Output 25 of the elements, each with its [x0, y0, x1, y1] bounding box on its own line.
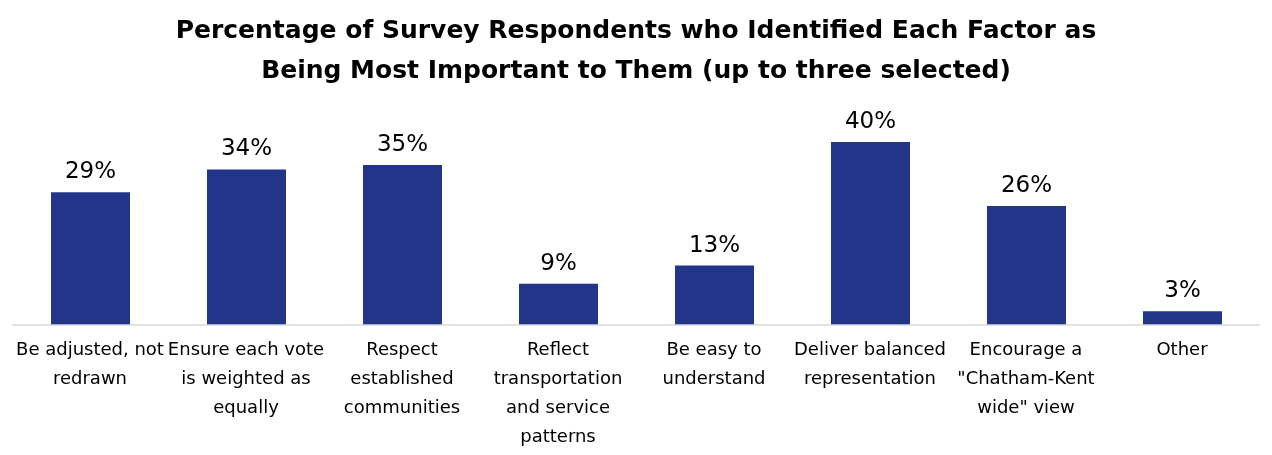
bar	[1143, 311, 1222, 325]
x-tick-label: Encourage a "Chatham-Kent wide" view	[957, 338, 1095, 417]
x-tick-label: Deliver balanced representation	[793, 338, 947, 388]
bar	[51, 192, 130, 325]
bar	[831, 142, 910, 325]
x-tick-label: Ensure each vote is weighted as equally	[167, 338, 325, 417]
x-tick-label: Other	[1156, 338, 1209, 359]
bar	[987, 206, 1066, 325]
data-label: 13%	[688, 230, 741, 257]
data-label: 34%	[220, 134, 273, 161]
data-label: 3%	[1164, 276, 1201, 303]
x-tick-label: Respect established communities	[343, 338, 461, 417]
data-label: 26%	[1000, 171, 1053, 198]
data-label: 40%	[844, 107, 897, 133]
data-label: 29%	[64, 157, 117, 184]
bar	[207, 169, 286, 325]
x-tick-label: Reflect transportation and service patterns	[493, 338, 623, 446]
bar	[519, 283, 598, 325]
chart-title: Percentage of Survey Respondents who Identified Each Factor as Being Most Important to Them (up to three selected)	[174, 14, 1098, 86]
bar	[363, 164, 442, 325]
data-label: 9%	[540, 248, 577, 275]
data-label: 35%	[376, 129, 429, 156]
bar	[675, 265, 754, 325]
x-tick-label: Be easy to understand	[662, 338, 766, 388]
x-tick-label: Be adjusted, not redrawn	[16, 338, 164, 388]
